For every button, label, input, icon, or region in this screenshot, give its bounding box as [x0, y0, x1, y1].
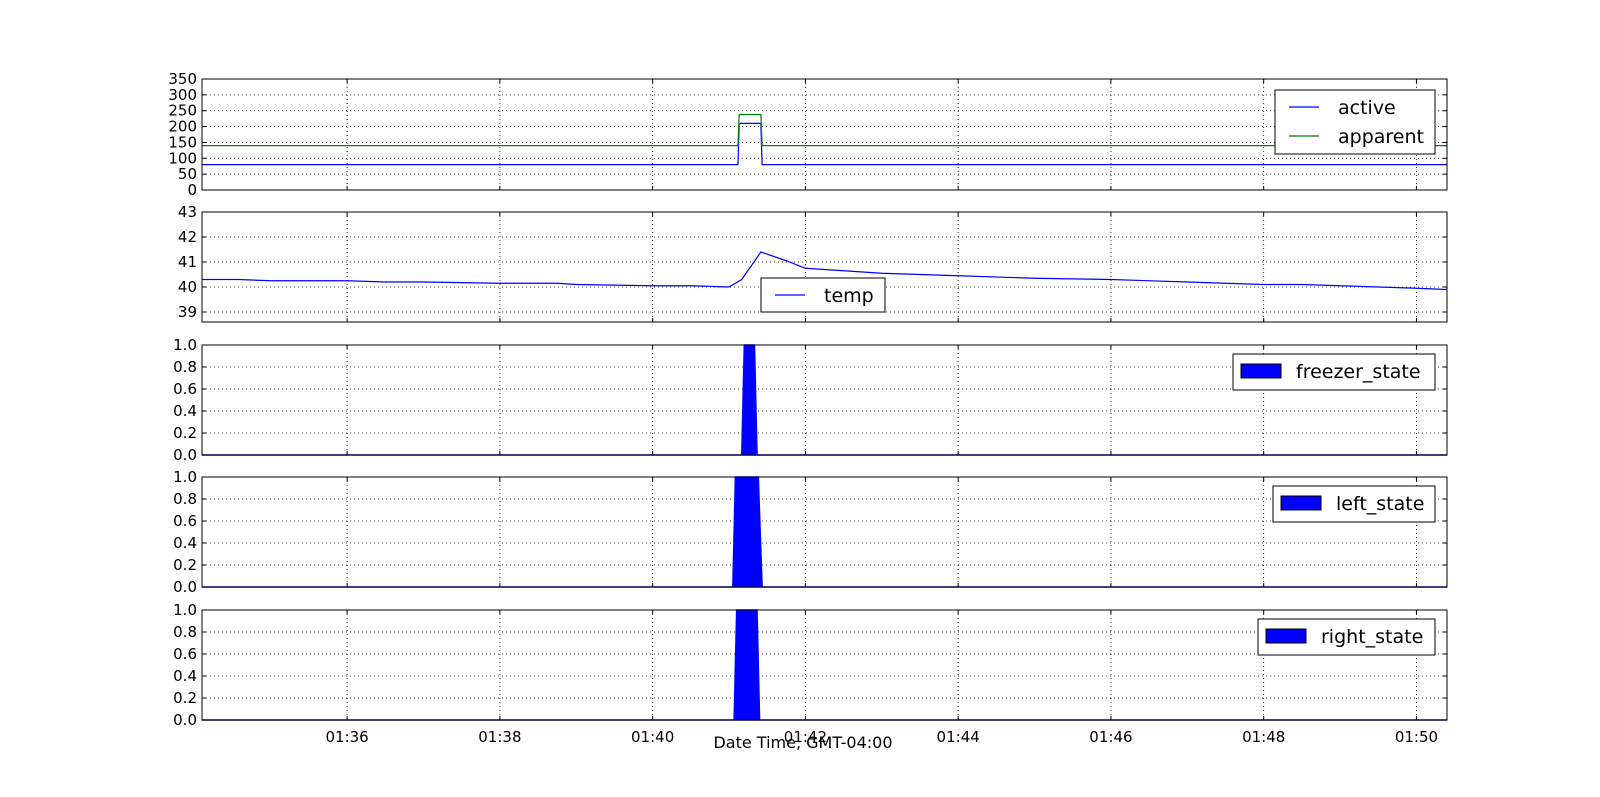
y-tick-label: 0.0	[173, 711, 197, 729]
legend-label: freezer_state	[1296, 361, 1421, 383]
y-tick-label: 0.8	[173, 490, 197, 508]
axes-frame	[201, 78, 1448, 191]
x-tick-label: 01:36	[326, 728, 369, 746]
legend-label: apparent	[1338, 126, 1424, 148]
legend-box	[1274, 89, 1436, 155]
legend: right_state	[1257, 618, 1436, 656]
y-tick-label: 0.6	[173, 380, 197, 398]
axes-frame	[201, 211, 1448, 323]
y-tick-label: 41	[178, 253, 197, 271]
y-tick-label: 0.6	[173, 512, 197, 530]
x-tick-label: 01:42	[784, 728, 827, 746]
x-axis-label: Date Time, GMT-04:00	[713, 733, 892, 752]
y-tick-label: 0.4	[173, 534, 197, 552]
y-tick-label: 43	[178, 203, 197, 221]
legend-label: temp	[824, 285, 874, 307]
y-tick-label: 39	[178, 303, 197, 321]
subplot-2: 39 40 41 42 43 temp	[178, 203, 1448, 323]
y-tick-label: 350	[168, 70, 197, 88]
y-tick-label: 0.8	[173, 358, 197, 376]
y-tick-label: 0.0	[173, 578, 197, 596]
subplot-5: 0.0 0.2 0.4 0.6 0.8 1.0 right_state	[173, 601, 1448, 729]
y-tick-label: 150	[168, 133, 197, 151]
y-tick-label: 0.2	[173, 424, 197, 442]
y-tick-label: 0.4	[173, 402, 197, 420]
y-tick-label: 100	[168, 149, 197, 167]
x-tick-label: 01:44	[937, 728, 980, 746]
y-tick-label: 250	[168, 102, 197, 120]
y-tick-label: 1.0	[173, 336, 197, 354]
x-tick-label: 01:40	[631, 728, 674, 746]
legend-swatch	[1280, 495, 1322, 511]
legend-swatch	[1265, 628, 1307, 644]
legend: temp	[760, 277, 886, 313]
legend-label: left_state	[1336, 493, 1424, 515]
legend-label: right_state	[1321, 626, 1423, 648]
y-tick-label: 0	[187, 181, 197, 199]
series-area-left_state	[202, 476, 1447, 588]
y-tick-label: 0.2	[173, 556, 197, 574]
legend-swatch	[1240, 363, 1282, 379]
y-tick-label: 40	[178, 278, 197, 296]
legend: freezer_state	[1232, 353, 1436, 391]
axes-frame	[201, 476, 1448, 588]
series-line-active	[202, 122, 1447, 166]
axes-frame	[201, 344, 1448, 456]
x-tick-label: 01:46	[1089, 728, 1132, 746]
legend-box	[1257, 618, 1436, 656]
y-tick-label: 50	[178, 165, 197, 183]
y-tick-label: 1.0	[173, 468, 197, 486]
y-tick-label: 1.0	[173, 601, 197, 619]
x-axis-ticks: 01:36 01:38 01:40 01:42 01:44 01:46 01:48 01:50	[326, 728, 1439, 746]
x-tick-label: 01:38	[478, 728, 521, 746]
y-tick-label: 300	[168, 86, 197, 104]
y-tick-label: 0.4	[173, 667, 197, 685]
legend: active apparent	[1274, 89, 1436, 155]
x-tick-label: 01:48	[1242, 728, 1285, 746]
subplot-4: 0.0 0.2 0.4 0.6 0.8 1.0 left_state	[173, 468, 1448, 596]
legend-label: active	[1338, 97, 1396, 119]
y-tick-label: 0.8	[173, 623, 197, 641]
y-tick-label: 200	[168, 118, 197, 136]
x-tick-label: 01:50	[1395, 728, 1438, 746]
series-line-apparent	[202, 113, 1447, 147]
y-tick-label: 0.6	[173, 645, 197, 663]
series-line-temp	[202, 251, 1448, 291]
axes-frame	[201, 609, 1448, 721]
y-tick-label: 42	[178, 228, 197, 246]
subplot-3: 0.0 0.2 0.4 0.6 0.8 1.0 freezer_state	[173, 336, 1448, 464]
y-tick-label: 0.0	[173, 446, 197, 464]
y-tick-label: 0.2	[173, 689, 197, 707]
legend: left_state	[1272, 485, 1436, 523]
